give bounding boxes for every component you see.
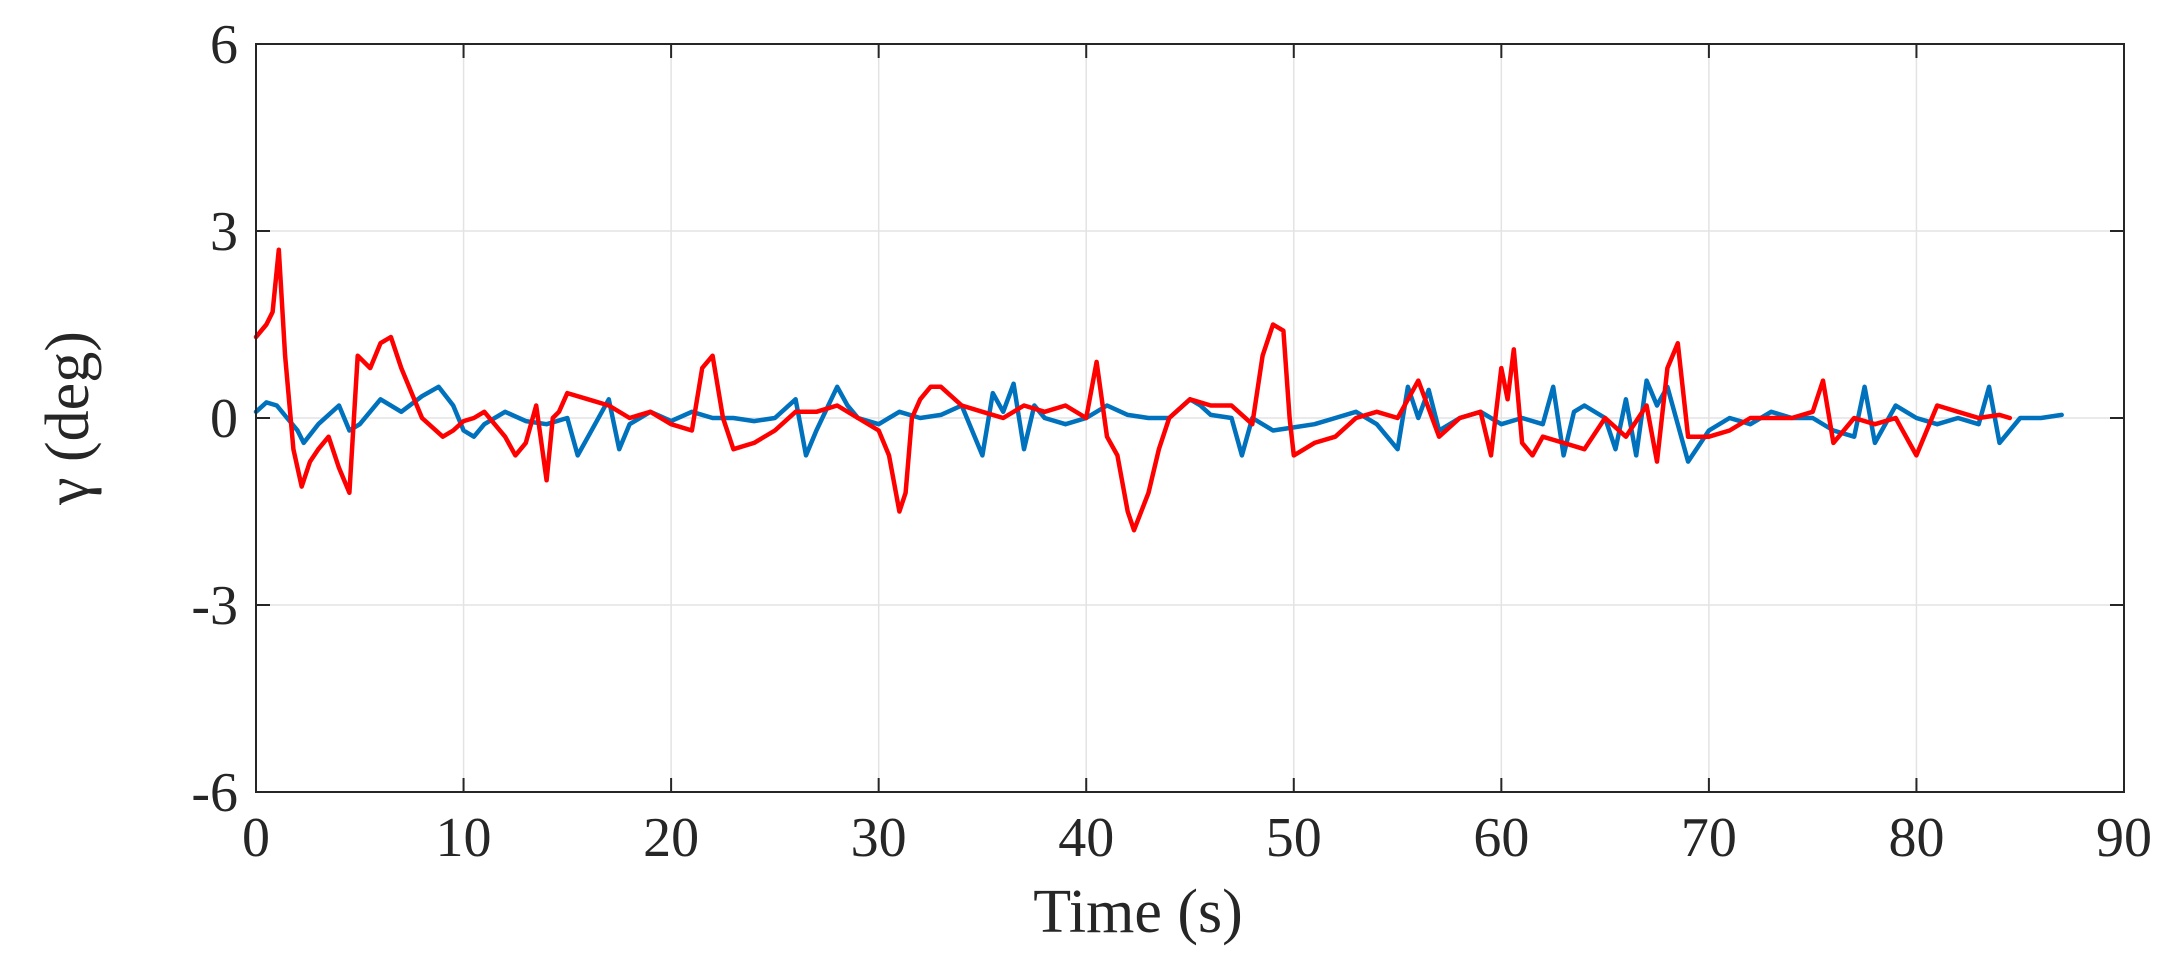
x-tick-label: 60 [1473,807,1529,869]
x-tick-label: 90 [2096,807,2152,869]
y-tick-label: -6 [191,762,238,824]
x-tick-label: 10 [436,807,492,869]
y-axis-title: γ (deg) [34,331,102,506]
x-tick-label: 50 [1266,807,1322,869]
series-line-blue [253,378,2064,464]
y-tick-labels: -6 -3 0 3 6 [191,14,238,824]
x-tick-label: 40 [1058,807,1114,869]
tick-marks [255,43,2125,793]
series-group [253,247,2064,533]
y-tick-label: 0 [210,388,238,450]
x-tick-label: 20 [643,807,699,869]
x-tick-label: 70 [1681,807,1737,869]
series-line-red [253,247,2013,533]
y-tick-label: 3 [210,201,238,263]
x-tick-labels: 0 10 20 30 40 50 60 70 80 90 [242,807,2152,869]
x-tick-label: 0 [242,807,270,869]
x-tick-label: 30 [851,807,907,869]
x-tick-label: 80 [1888,807,1944,869]
y-tick-label: 6 [210,14,238,76]
y-tick-label: -3 [191,575,238,637]
x-axis-title: Time (s) [1033,878,1243,946]
